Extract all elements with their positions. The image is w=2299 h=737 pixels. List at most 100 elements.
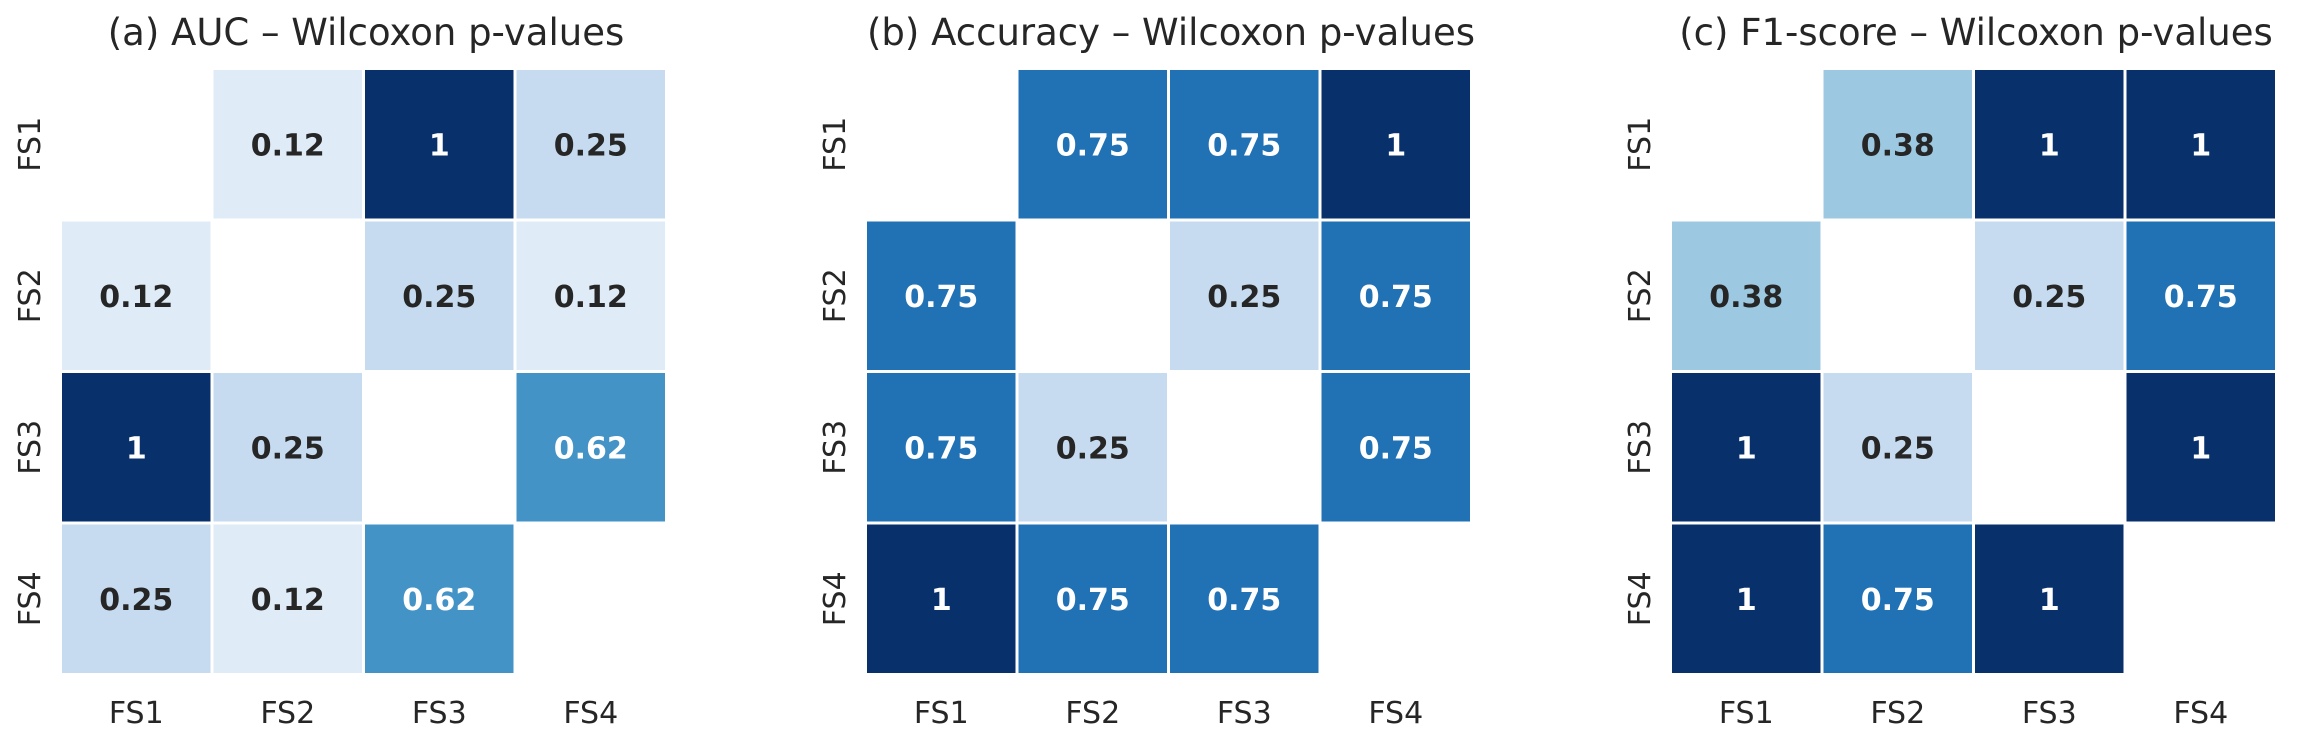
heatmap-cell xyxy=(1321,373,1470,522)
heatmap-cell xyxy=(365,70,514,219)
cell-value-label: 1 xyxy=(126,431,147,466)
cell-value-label: 0.38 xyxy=(1861,128,1935,163)
heatmap-cell xyxy=(1823,70,1972,219)
cell-value-label: 0.25 xyxy=(99,583,173,618)
heatmap-cell xyxy=(1672,221,1821,370)
y-tick-label: FS3 xyxy=(818,420,853,475)
heatmap-cell xyxy=(1170,70,1319,219)
cell-value-label: 0.12 xyxy=(99,280,173,315)
cell-value-label: 0.25 xyxy=(1056,431,1130,466)
heatmap-cell xyxy=(213,373,362,522)
heatmap-cell xyxy=(1672,524,1821,673)
cell-value-label: 0.75 xyxy=(1207,128,1281,163)
cell-value-label: 0.75 xyxy=(1207,583,1281,618)
heatmap-cell xyxy=(213,524,362,673)
heatmap-cell xyxy=(1321,221,1470,370)
cell-value-label: 0.12 xyxy=(251,128,325,163)
heatmap-cell xyxy=(1975,524,2124,673)
y-tick-label: FS3 xyxy=(13,420,48,475)
heatmap-cell xyxy=(867,524,1016,673)
y-tick-label: FS4 xyxy=(818,571,853,626)
y-tick-label: FS1 xyxy=(1623,117,1658,172)
y-tick-label: FS3 xyxy=(1623,420,1658,475)
heatmap-cell xyxy=(1018,70,1167,219)
x-tick-label: FS1 xyxy=(914,696,969,731)
heatmap-cell xyxy=(213,70,362,219)
heatmap-cell xyxy=(1823,373,1972,522)
heatmap-cell xyxy=(62,373,211,522)
heatmap-panel-accuracy: (b) Accuracy – Wilcoxon p-values 0.75 0.7… xyxy=(818,11,1475,731)
cell-value-label: 0.62 xyxy=(554,431,628,466)
cell-value-label: 1 xyxy=(1736,431,1757,466)
y-tick-label: FS2 xyxy=(1623,268,1658,323)
y-tick-label: FS2 xyxy=(13,268,48,323)
heatmap-cell xyxy=(516,373,665,522)
cell-value-label: 0.75 xyxy=(1359,280,1433,315)
cell-value-label: 0.25 xyxy=(251,431,325,466)
heatmap-cell xyxy=(1321,70,1470,219)
cell-value-label: 1 xyxy=(1385,128,1406,163)
x-tick-label: FS4 xyxy=(2173,696,2228,731)
x-tick-label: FS1 xyxy=(1719,696,1774,731)
heatmap-cell xyxy=(867,373,1016,522)
cell-value-label: 0.75 xyxy=(2164,280,2238,315)
y-tick-label: FS1 xyxy=(818,117,853,172)
heatmap-cell xyxy=(1823,524,1972,673)
heatmap-cell xyxy=(1018,524,1167,673)
heatmap-cell xyxy=(516,70,665,219)
heatmap-cell xyxy=(2126,373,2275,522)
heatmap-panel-f1-score: (c) F1-score – Wilcoxon p-values 0.38 1 1 0… xyxy=(1623,11,2275,731)
panel-title: (a) AUC – Wilcoxon p-values xyxy=(108,11,625,54)
heatmap-cell xyxy=(365,524,514,673)
heatmap-cell xyxy=(1975,221,2124,370)
x-tick-label: FS1 xyxy=(109,696,164,731)
x-tick-label: FS3 xyxy=(2022,696,2077,731)
cell-value-label: 1 xyxy=(931,583,952,618)
heatmap-cell xyxy=(1170,221,1319,370)
heatmap-cell xyxy=(365,221,514,370)
cell-value-label: 0.75 xyxy=(1056,128,1130,163)
y-tick-label: FS4 xyxy=(1623,571,1658,626)
x-tick-label: FS4 xyxy=(563,696,618,731)
cell-value-label: 0.62 xyxy=(402,583,476,618)
panel-title: (b) Accuracy – Wilcoxon p-values xyxy=(867,11,1475,54)
panel-title: (c) F1-score – Wilcoxon p-values xyxy=(1679,11,2273,54)
cell-value-label: 1 xyxy=(429,128,450,163)
heatmap-cell xyxy=(2126,221,2275,370)
cell-value-label: 0.75 xyxy=(904,280,978,315)
heatmap-panel-auc: (a) AUC – Wilcoxon p-values 0.12 1 0.25 0.1… xyxy=(13,11,665,731)
heatmap-cell xyxy=(62,524,211,673)
x-tick-label: FS4 xyxy=(1368,696,1423,731)
cell-value-label: 0.25 xyxy=(1861,431,1935,466)
cell-value-label: 0.12 xyxy=(554,280,628,315)
heatmap-cell xyxy=(1018,373,1167,522)
cell-value-label: 1 xyxy=(1736,583,1757,618)
y-tick-label: FS1 xyxy=(13,117,48,172)
x-tick-label: FS2 xyxy=(1870,696,1925,731)
cell-value-label: 0.25 xyxy=(1207,280,1281,315)
cell-value-label: 0.75 xyxy=(904,431,978,466)
heatmap-cell xyxy=(867,221,1016,370)
heatmap-cell xyxy=(1672,373,1821,522)
cell-value-label: 1 xyxy=(2190,128,2211,163)
cell-value-label: 0.75 xyxy=(1359,431,1433,466)
cell-value-label: 0.12 xyxy=(251,583,325,618)
y-tick-label: FS4 xyxy=(13,571,48,626)
cell-value-label: 0.25 xyxy=(2012,280,2086,315)
cell-value-label: 1 xyxy=(2190,431,2211,466)
x-tick-label: FS2 xyxy=(1065,696,1120,731)
x-tick-label: FS3 xyxy=(412,696,467,731)
cell-value-label: 0.25 xyxy=(554,128,628,163)
heatmap-cell xyxy=(2126,70,2275,219)
heatmap-cell xyxy=(1975,70,2124,219)
cell-value-label: 0.75 xyxy=(1056,583,1130,618)
y-tick-label: FS2 xyxy=(818,268,853,323)
cell-value-label: 0.25 xyxy=(402,280,476,315)
heatmap-cell xyxy=(1170,524,1319,673)
x-tick-label: FS2 xyxy=(260,696,315,731)
x-tick-label: FS3 xyxy=(1217,696,1272,731)
heatmap-cell xyxy=(516,221,665,370)
heatmap-cell xyxy=(62,221,211,370)
cell-value-label: 0.38 xyxy=(1709,280,1783,315)
